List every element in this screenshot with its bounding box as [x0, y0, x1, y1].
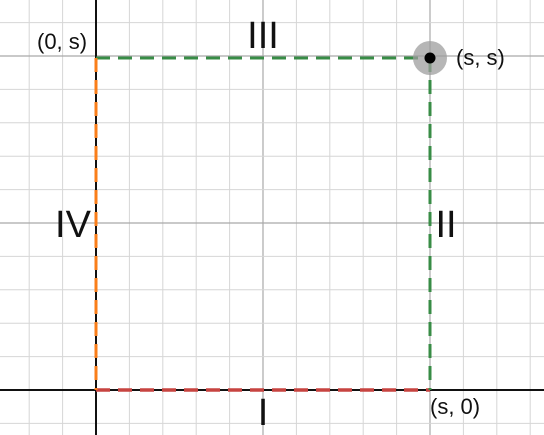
label-side-bottom: I [258, 392, 269, 434]
label-side-left: IV [55, 204, 92, 246]
corner-point[interactable] [424, 52, 436, 64]
label-side-top: III [247, 15, 279, 57]
label-origin-top: (0, s) [37, 29, 87, 54]
label-bottom-right: (s, 0) [430, 394, 480, 419]
label-side-right: II [435, 204, 456, 246]
label-corner: (s, s) [456, 45, 505, 70]
